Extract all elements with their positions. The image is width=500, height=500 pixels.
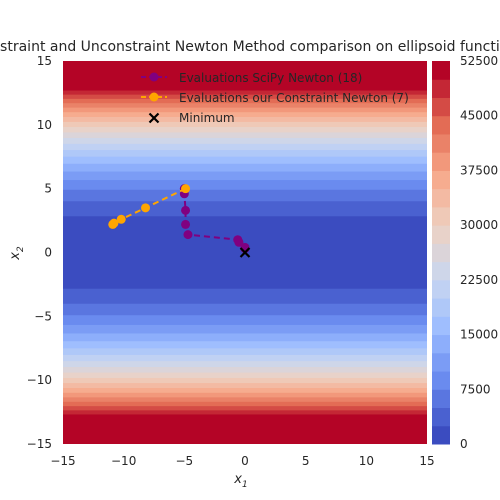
data-point — [183, 230, 192, 239]
x-axis-label: x1 — [233, 472, 247, 490]
y-axis-label: x2 — [8, 246, 26, 261]
colorbar-segment — [432, 116, 450, 135]
y-tick-label: −5 — [34, 309, 52, 323]
colorbar-segment — [432, 335, 450, 354]
legend-marker-constraint — [150, 93, 159, 102]
colorbar-segment — [432, 170, 450, 189]
colorbar-segment — [432, 262, 450, 281]
colorbar-segment — [432, 225, 450, 244]
colorbar-segment — [432, 408, 450, 427]
colorbar — [432, 61, 450, 445]
x-tick-label: 0 — [241, 454, 249, 468]
colorbar-segment — [432, 189, 450, 208]
x-tick-label: 5 — [302, 454, 310, 468]
colorbar-tick-label: 0 — [460, 437, 468, 451]
colorbar-segment — [432, 280, 450, 299]
colorbar-segment — [432, 134, 450, 153]
data-point — [108, 220, 117, 229]
legend-label-scipy: Evaluations SciPy Newton (18) — [179, 71, 362, 85]
colorbar-segment — [432, 371, 450, 390]
colorbar-segment — [432, 152, 450, 171]
colorbar-ticks: 0 7500 15000 22500 30000 37500 45000 52500 — [460, 54, 498, 451]
data-point — [181, 184, 190, 193]
data-point — [181, 206, 190, 215]
legend-label-minimum: Minimum — [179, 111, 235, 125]
y-axis-ticks: −15 −10 −5 0 5 10 15 — [27, 54, 52, 451]
legend-marker-scipy — [150, 73, 159, 82]
y-tick-label: −10 — [27, 373, 52, 387]
data-point — [141, 203, 150, 212]
legend-entry-constraint: Evaluations our Constraint Newton (7) — [141, 91, 409, 105]
contour-band — [63, 414, 427, 444]
colorbar-tick-label: 30000 — [460, 218, 498, 232]
legend-label-constraint: Evaluations our Constraint Newton (7) — [179, 91, 409, 105]
data-point — [233, 235, 242, 244]
colorbar-segment — [432, 61, 450, 80]
x-tick-label: −10 — [111, 454, 136, 468]
colorbar-segment — [432, 79, 450, 98]
colorbar-tick-label: 45000 — [460, 109, 498, 123]
x-tick-label: 15 — [419, 454, 434, 468]
x-tick-label: −5 — [175, 454, 193, 468]
colorbar-tick-label: 7500 — [460, 382, 491, 396]
colorbar-segment — [432, 207, 450, 226]
y-tick-label: 10 — [37, 118, 52, 132]
colorbar-segment — [432, 97, 450, 116]
colorbar-segment — [432, 426, 450, 445]
data-point — [181, 220, 190, 229]
y-tick-label: 5 — [44, 182, 52, 196]
y-tick-label: 15 — [37, 54, 52, 68]
y-tick-label: 0 — [44, 246, 52, 260]
colorbar-tick-label: 22500 — [460, 273, 498, 287]
colorbar-segment — [432, 316, 450, 335]
colorbar-segment — [432, 298, 450, 317]
x-tick-label: 10 — [359, 454, 374, 468]
x-axis-ticks: −15 −10 −5 0 5 10 15 — [50, 454, 434, 468]
colorbar-tick-label: 15000 — [460, 328, 498, 342]
chart-title: Constraint and Unconstraint Newton Metho… — [0, 39, 500, 55]
y-tick-label: −15 — [27, 437, 52, 451]
x-tick-label: −15 — [50, 454, 75, 468]
colorbar-segment — [432, 243, 450, 262]
colorbar-tick-label: 37500 — [460, 163, 498, 177]
colorbar-tick-label: 52500 — [460, 54, 498, 68]
colorbar-segment — [432, 389, 450, 408]
colorbar-segment — [432, 353, 450, 372]
